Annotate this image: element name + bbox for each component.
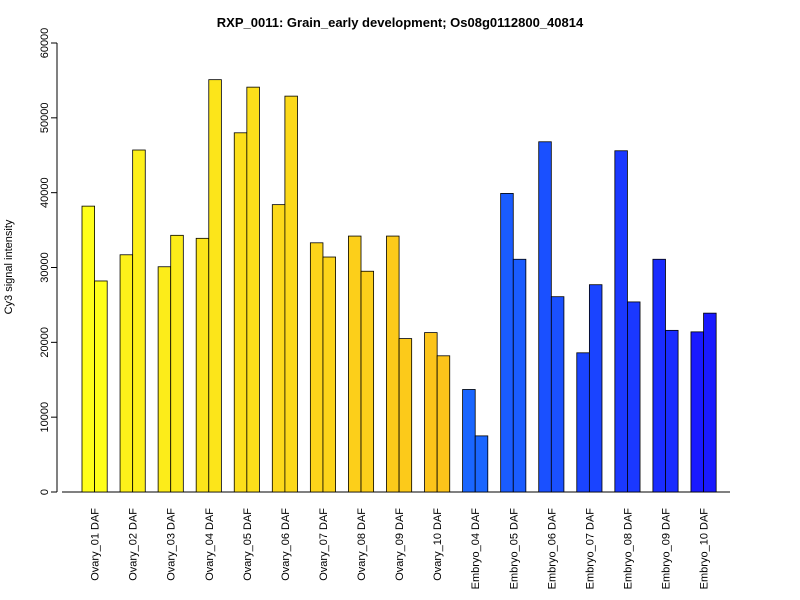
bar-9-1 <box>436 355 451 493</box>
bar-5-1 <box>284 95 298 493</box>
x-tick-label: Ovary_10 DAF <box>432 508 444 581</box>
bar-14-0 <box>614 150 628 493</box>
bar-16-1 <box>703 312 717 493</box>
x-tick-label: Embryo_06 DAF <box>546 508 558 590</box>
x-tick-label: Ovary_06 DAF <box>280 508 292 581</box>
y-tick-label: 30000 <box>39 252 51 283</box>
bar-2-0 <box>157 266 172 493</box>
bar-5-0 <box>271 204 286 493</box>
bar-7-0 <box>348 235 362 493</box>
bar-15-1 <box>665 329 679 493</box>
bar-1-0 <box>119 254 134 493</box>
bar-3-1 <box>208 79 222 493</box>
x-tick-labels: Ovary_01 DAF Ovary_02 DAF Ovary_03 DAF Ovar… <box>90 508 711 590</box>
x-tick-label: Embryo_04 DAF <box>470 508 482 590</box>
bar-15-0 <box>652 258 666 493</box>
x-tick-label: Ovary_07 DAF <box>318 508 330 581</box>
y-tick-label: 0 <box>39 489 51 495</box>
bar-6-0 <box>309 242 324 493</box>
y-tick-label: 40000 <box>39 177 51 208</box>
bar-3-0 <box>195 237 210 493</box>
y-tick-label: 20000 <box>39 327 51 358</box>
x-tick-label: Ovary_03 DAF <box>166 508 178 581</box>
y-tick-label: 10000 <box>39 402 51 433</box>
y-axis-label: Cy3 signal intensity <box>3 219 15 314</box>
chart-title: RXP_0011: Grain_early development; Os08g… <box>217 15 584 30</box>
x-tick-label: Embryo_10 DAF <box>699 508 711 590</box>
bar-9-0 <box>424 332 438 493</box>
bar-16-0 <box>690 331 704 493</box>
x-tick-label: Ovary_04 DAF <box>204 508 216 581</box>
bar-4-0 <box>233 132 248 493</box>
y-tick-label: 50000 <box>39 103 51 134</box>
x-tick-label: Ovary_08 DAF <box>356 508 368 581</box>
y-axis: 0 10000 20000 30000 40000 50000 60000 <box>39 28 58 495</box>
x-tick-label: Embryo_07 DAF <box>584 508 596 590</box>
bar-4-1 <box>246 86 260 493</box>
bar-8-1 <box>398 338 413 493</box>
x-tick-label: Embryo_08 DAF <box>622 508 634 590</box>
bar-13-1 <box>588 284 603 493</box>
bar-11-0 <box>500 193 514 493</box>
x-tick-label: Embryo_09 DAF <box>661 508 673 590</box>
bar-12-0 <box>538 141 552 493</box>
x-tick-label: Ovary_01 DAF <box>90 508 102 581</box>
x-tick-label: Ovary_09 DAF <box>394 508 406 581</box>
bar-10-1 <box>474 435 489 493</box>
bar-14-1 <box>627 301 641 493</box>
x-tick-label: Ovary_05 DAF <box>242 508 254 581</box>
bar-10-0 <box>462 389 476 493</box>
bar-1-1 <box>132 149 146 493</box>
bar-12-1 <box>550 296 565 493</box>
bar-6-1 <box>322 256 336 493</box>
x-tick-label: Embryo_05 DAF <box>508 508 520 590</box>
y-tick-label: 60000 <box>39 28 51 59</box>
bar-0-0 <box>81 205 96 493</box>
bar-8-0 <box>386 235 400 493</box>
bar-7-1 <box>360 270 375 493</box>
bar-11-1 <box>512 258 527 493</box>
bar-0-1 <box>94 280 108 493</box>
bar-13-0 <box>576 352 590 493</box>
bars-group <box>81 79 717 493</box>
bar-2-1 <box>170 234 184 493</box>
x-tick-label: Ovary_02 DAF <box>128 508 140 581</box>
